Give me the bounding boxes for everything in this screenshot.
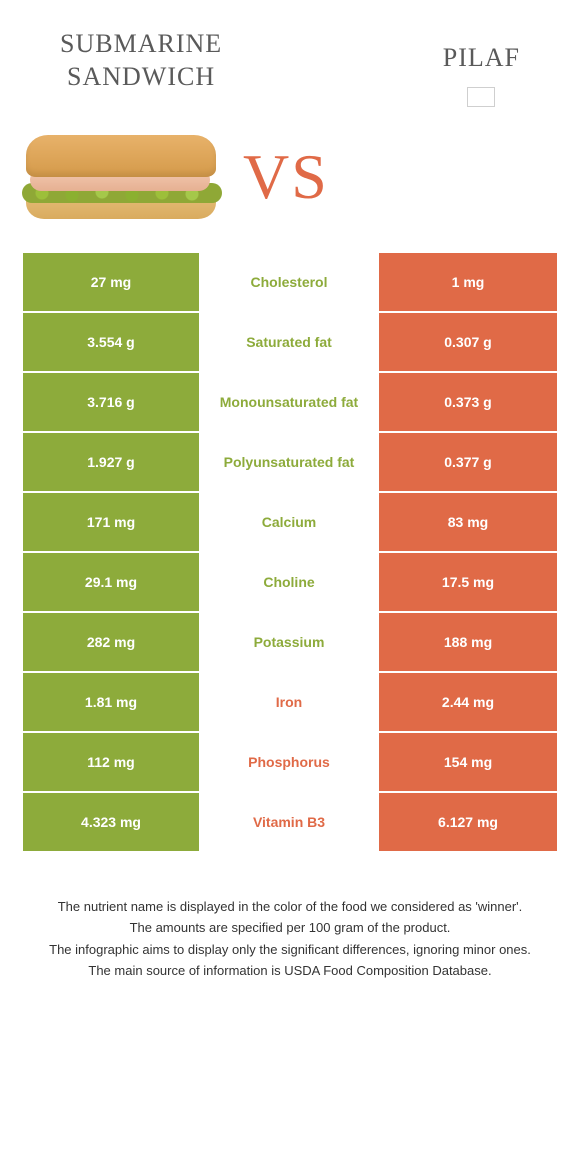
right-value: 0.377 g [379, 433, 557, 493]
food-title-left: SUBMARINESANDWICH [60, 28, 222, 93]
right-value: 154 mg [379, 733, 557, 793]
vs-label: VS [243, 140, 329, 214]
food-title-right: PILAF [443, 42, 520, 107]
pilaf-image-placeholder [467, 87, 495, 107]
table-row: 4.323 mgVitamin B36.127 mg [23, 793, 557, 853]
table-row: 29.1 mgCholine17.5 mg [23, 553, 557, 613]
right-value: 188 mg [379, 613, 557, 673]
nutrient-label: Iron [201, 673, 379, 733]
table-row: 282 mgPotassium188 mg [23, 613, 557, 673]
nutrient-label: Cholesterol [201, 253, 379, 313]
left-value: 3.716 g [23, 373, 201, 433]
nutrient-label: Phosphorus [201, 733, 379, 793]
nutrient-label: Monounsaturated fat [201, 373, 379, 433]
nutrient-table: 27 mgCholesterol1 mg3.554 gSaturated fat… [23, 253, 557, 853]
nutrient-label: Potassium [201, 613, 379, 673]
table-row: 1.927 gPolyunsaturated fat0.377 g [23, 433, 557, 493]
title-right-text: PILAF [443, 43, 520, 72]
nutrient-label: Polyunsaturated fat [201, 433, 379, 493]
table-row: 3.716 gMonounsaturated fat0.373 g [23, 373, 557, 433]
right-value: 6.127 mg [379, 793, 557, 853]
table-row: 112 mgPhosphorus154 mg [23, 733, 557, 793]
sandwich-illustration [20, 131, 225, 223]
footnote-line: The infographic aims to display only the… [40, 940, 540, 960]
table-row: 3.554 gSaturated fat0.307 g [23, 313, 557, 373]
right-value: 83 mg [379, 493, 557, 553]
right-value: 17.5 mg [379, 553, 557, 613]
right-value: 2.44 mg [379, 673, 557, 733]
right-value: 0.373 g [379, 373, 557, 433]
right-value: 0.307 g [379, 313, 557, 373]
table-row: 171 mgCalcium83 mg [23, 493, 557, 553]
table-row: 27 mgCholesterol1 mg [23, 253, 557, 313]
hero-row: VS [0, 117, 580, 253]
footnote: The nutrient name is displayed in the co… [40, 897, 540, 981]
nutrient-label: Calcium [201, 493, 379, 553]
nutrient-label: Choline [201, 553, 379, 613]
left-value: 27 mg [23, 253, 201, 313]
left-value: 282 mg [23, 613, 201, 673]
left-value: 29.1 mg [23, 553, 201, 613]
left-value: 112 mg [23, 733, 201, 793]
left-value: 1.927 g [23, 433, 201, 493]
left-value: 4.323 mg [23, 793, 201, 853]
footnote-line: The amounts are specified per 100 gram o… [40, 918, 540, 938]
title-left-text: SUBMARINESANDWICH [60, 29, 222, 91]
footnote-line: The main source of information is USDA F… [40, 961, 540, 981]
footnote-line: The nutrient name is displayed in the co… [40, 897, 540, 917]
nutrient-label: Saturated fat [201, 313, 379, 373]
header: SUBMARINESANDWICH PILAF [0, 0, 580, 117]
right-value: 1 mg [379, 253, 557, 313]
left-value: 171 mg [23, 493, 201, 553]
left-value: 1.81 mg [23, 673, 201, 733]
nutrient-label: Vitamin B3 [201, 793, 379, 853]
table-row: 1.81 mgIron2.44 mg [23, 673, 557, 733]
left-value: 3.554 g [23, 313, 201, 373]
